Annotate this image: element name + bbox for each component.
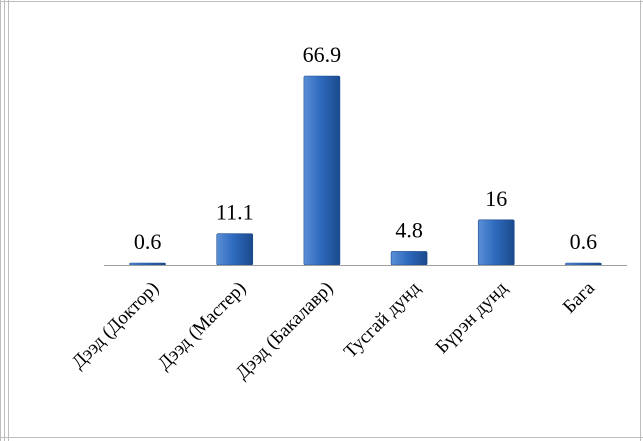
category-tick-label: Бүрэн дунд [432,277,512,357]
frame-border-left-inner [4,0,5,441]
data-label: 11.1 [216,200,254,225]
frame-border-right [640,0,641,441]
category-labels: Дээд (Доктор)Дээд (Мастер)Дээд (Бакалавр… [68,277,600,383]
data-label: 16 [485,186,507,211]
frame-border-left [0,0,1,441]
data-label: 4.8 [395,217,423,242]
data-label: 0.6 [134,229,162,254]
bar [477,219,515,266]
category-tick-label: Дээд (Мастер) [154,278,250,374]
frame-border-bottom [0,437,643,438]
bar-group [129,75,602,266]
category-tick-label: Тусгай дунд [340,277,425,362]
frame-border-top [0,1,643,2]
category-tick-label: Бага [559,277,599,317]
bar [303,75,341,266]
category-tick-label: Дээд (Доктор) [68,278,163,373]
data-labels: 0.6 11.1 66.9 4.8 16 0.6 [134,42,597,254]
frame-border-left-inner-2 [8,0,9,441]
data-label: 0.6 [570,229,598,254]
data-label: 66.9 [303,42,342,67]
bar [216,233,254,266]
bar [129,262,166,266]
bar [390,251,428,266]
bar [565,262,602,266]
